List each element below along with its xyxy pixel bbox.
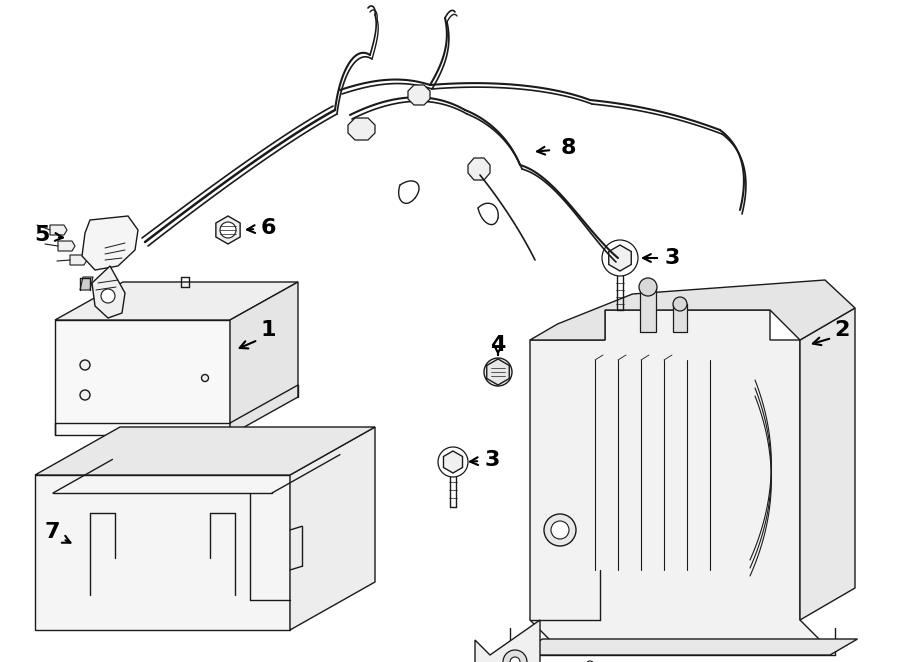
Circle shape (80, 390, 90, 400)
Polygon shape (230, 282, 298, 435)
Polygon shape (348, 118, 375, 140)
Polygon shape (50, 225, 67, 235)
Polygon shape (530, 310, 820, 640)
Polygon shape (92, 266, 125, 318)
Polygon shape (640, 287, 656, 332)
Circle shape (673, 297, 687, 311)
Polygon shape (530, 280, 855, 340)
Circle shape (503, 650, 527, 662)
Circle shape (101, 289, 115, 303)
Polygon shape (408, 85, 430, 105)
Polygon shape (35, 427, 375, 475)
Polygon shape (608, 245, 631, 271)
Polygon shape (444, 451, 463, 473)
Polygon shape (515, 639, 858, 655)
Text: 4: 4 (491, 335, 506, 355)
Text: 7: 7 (44, 522, 59, 542)
Text: 3: 3 (484, 450, 500, 470)
Circle shape (510, 657, 520, 662)
Polygon shape (58, 241, 75, 251)
Polygon shape (55, 282, 298, 320)
Text: 6: 6 (260, 218, 275, 238)
Circle shape (80, 360, 90, 370)
Text: 5: 5 (34, 225, 50, 245)
Polygon shape (673, 304, 687, 332)
Circle shape (484, 358, 512, 386)
Text: 3: 3 (664, 248, 680, 268)
Circle shape (639, 278, 657, 296)
Text: 2: 2 (834, 320, 850, 340)
Polygon shape (82, 216, 138, 270)
Circle shape (202, 375, 209, 381)
Circle shape (551, 521, 569, 539)
Polygon shape (290, 427, 375, 630)
Polygon shape (70, 255, 87, 265)
Polygon shape (216, 216, 240, 244)
Text: 8: 8 (560, 138, 576, 158)
Polygon shape (487, 359, 509, 385)
Polygon shape (800, 308, 855, 620)
Circle shape (544, 514, 576, 546)
Polygon shape (35, 475, 290, 630)
Polygon shape (468, 158, 490, 180)
Polygon shape (475, 620, 540, 662)
Polygon shape (55, 320, 230, 435)
Circle shape (220, 222, 236, 238)
Text: 1: 1 (260, 320, 275, 340)
Circle shape (586, 661, 594, 662)
Circle shape (490, 364, 506, 380)
Polygon shape (80, 277, 93, 290)
